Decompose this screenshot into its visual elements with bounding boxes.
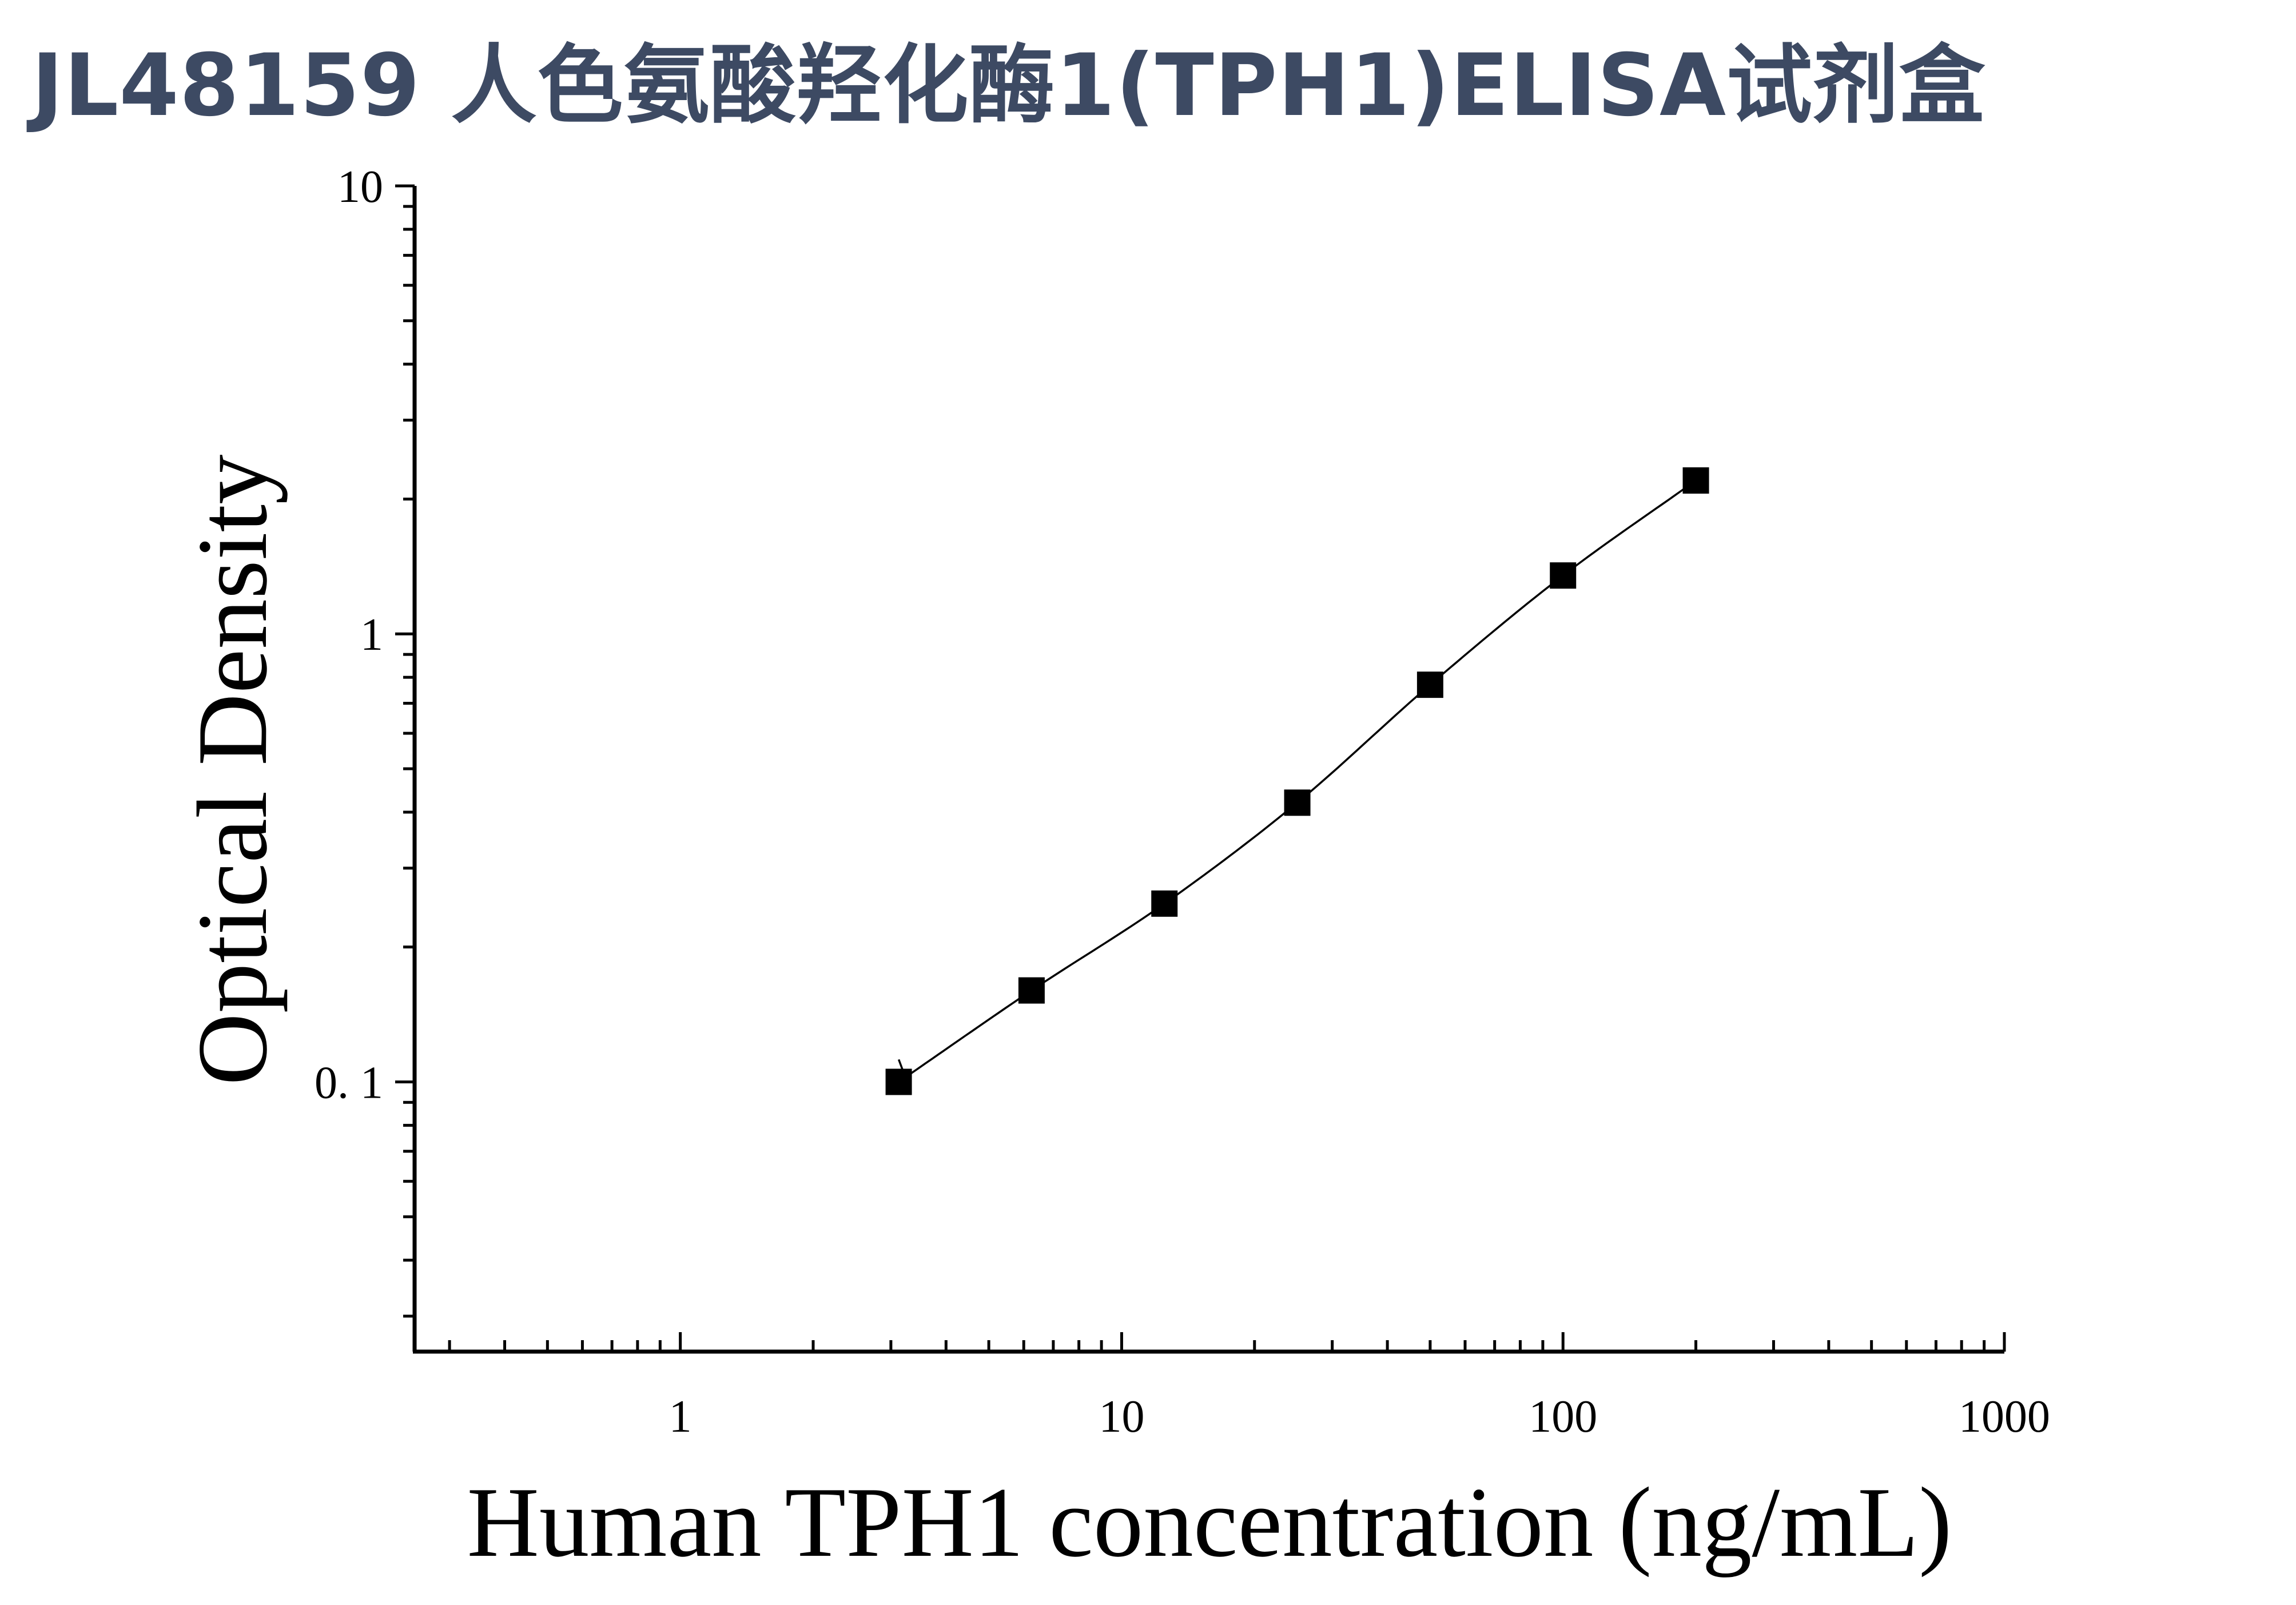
x-tick-label: 100 — [1529, 1392, 1597, 1442]
y-tick-label: 1 — [360, 610, 383, 660]
y-axis-title: Optical Density — [177, 454, 288, 1085]
chart-title: JL48159 人色氨酸羟化酶1(TPH1)ELISA试剂盒 — [31, 36, 1986, 136]
axis-ticks — [395, 184, 2006, 1352]
fit-curve — [897, 479, 1697, 1079]
axes — [412, 186, 2004, 1354]
x-tick-label: 10 — [1099, 1392, 1144, 1442]
data-point — [1018, 977, 1045, 1004]
data-point — [1550, 562, 1577, 589]
x-tick-label: 1000 — [1959, 1392, 2050, 1442]
axis-tick-labels: 1 10 100 1000 10 1 0. 1 — [315, 162, 2050, 1442]
data-point — [1416, 672, 1443, 698]
y-tick-label: 0. 1 — [315, 1058, 383, 1108]
x-tick-label: 1 — [669, 1392, 692, 1442]
data-point — [1284, 789, 1311, 816]
data-point — [885, 1068, 912, 1095]
data-point — [1682, 467, 1709, 494]
data-points — [885, 467, 1709, 1095]
y-tick-label: 10 — [337, 162, 383, 212]
x-axis-title: Human TPH1 concentration (ng/mL) — [467, 1467, 1952, 1578]
data-point — [1151, 890, 1178, 917]
